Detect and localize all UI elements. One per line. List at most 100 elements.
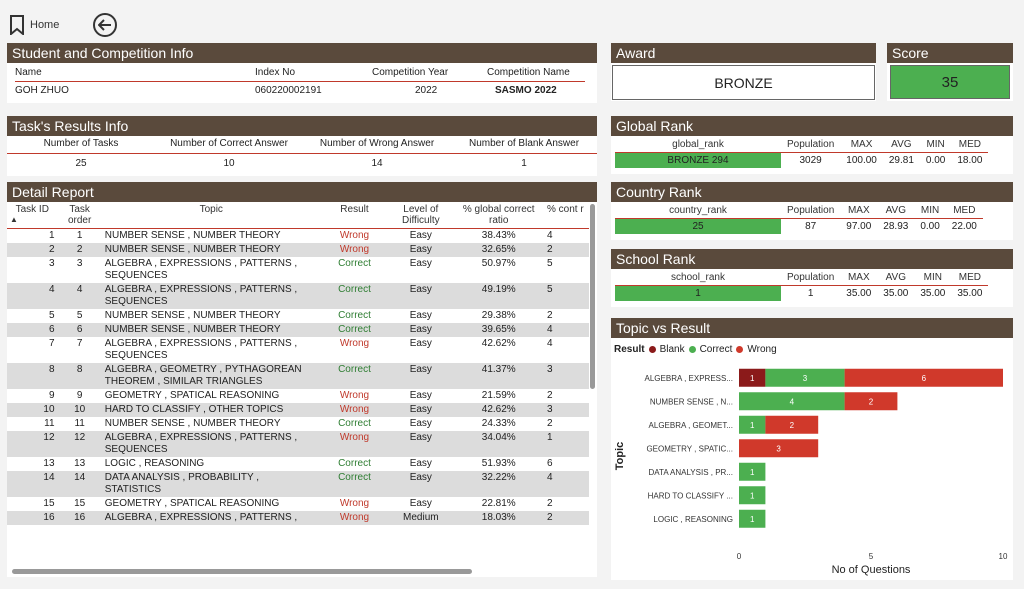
table-row[interactable]: 4 4 ALGEBRA , EXPRESSIONS , PATTERNS , SEQ… bbox=[7, 283, 589, 309]
country-max-col: MAX bbox=[840, 203, 878, 219]
detail-report-title: Detail Report bbox=[7, 182, 597, 202]
task-id: 15 bbox=[43, 498, 55, 509]
task-result: Wrong bbox=[339, 230, 370, 241]
col-task-order[interactable]: Task order bbox=[67, 204, 92, 226]
col-global-ratio[interactable]: % global correct ratio bbox=[462, 204, 535, 226]
task-id: 9 bbox=[48, 390, 55, 401]
task-topic: ALGEBRA , EXPRESSIONS , PATTERNS , SEQUE… bbox=[101, 283, 321, 309]
task-order: 8 bbox=[57, 363, 102, 389]
score-title: Score bbox=[887, 43, 1013, 63]
task-id: 13 bbox=[43, 458, 55, 469]
task-topic: ALGEBRA , EXPRESSIONS , PATTERNS , SEQUE… bbox=[104, 338, 298, 361]
num-correct-value: 10 bbox=[223, 158, 235, 169]
task-id: 3 bbox=[48, 258, 55, 269]
table-row[interactable]: 12 12 ALGEBRA , EXPRESSIONS , PATTERNS , S… bbox=[7, 431, 589, 457]
col-level[interactable]: Level of Difficulty bbox=[402, 204, 440, 226]
table-row[interactable]: 11 11 NUMBER SENSE , NUMBER THEORY Correct E… bbox=[7, 417, 589, 431]
country-rank-value: 25 bbox=[615, 218, 781, 234]
school-rank-table: school_rank Population MAX AVG MIN MED 1… bbox=[615, 270, 989, 301]
col-task-id[interactable]: Task ID ▲ bbox=[7, 202, 58, 229]
task-topic: NUMBER SENSE , NUMBER THEORY bbox=[104, 418, 281, 429]
table-row[interactable]: 16 16 ALGEBRA , EXPRESSIONS , PATTERNS , Wr… bbox=[7, 511, 589, 525]
task-order: 14 bbox=[57, 471, 102, 497]
task-cont: 4 bbox=[544, 323, 589, 337]
school-rank-value: 1 bbox=[615, 285, 781, 301]
y-axis-label: Topic bbox=[614, 442, 626, 471]
table-row[interactable]: 2 2 NUMBER SENSE , NUMBER THEORY Wrong Easy 3… bbox=[7, 243, 589, 257]
task-topic: NUMBER SENSE , NUMBER THEORY bbox=[101, 323, 321, 337]
task-topic: DATA ANALYSIS , PROBABILITY , STATISTICS bbox=[101, 471, 321, 497]
school-population-col: Population bbox=[781, 270, 841, 286]
global-max-col: MAX bbox=[840, 137, 883, 153]
task-result: Correct bbox=[338, 458, 371, 469]
task-id: 10 bbox=[7, 403, 58, 417]
task-global-ratio: 41.37% bbox=[453, 363, 544, 389]
table-row[interactable]: 1 1 NUMBER SENSE , NUMBER THEORY Wrong Easy 3… bbox=[7, 229, 589, 244]
competition-name: SASMO 2022 bbox=[495, 85, 557, 96]
task-level: Easy bbox=[388, 363, 454, 389]
task-result: Correct bbox=[338, 310, 371, 321]
task-result: Correct bbox=[320, 471, 389, 497]
col-topic[interactable]: Topic bbox=[199, 204, 223, 215]
table-row[interactable]: 5 5 NUMBER SENSE , NUMBER THEORY Correct Eas… bbox=[7, 309, 589, 323]
detail-table-viewport[interactable]: Task ID ▲ Task order Topic Result Level o… bbox=[7, 202, 589, 570]
legend-blank[interactable]: Blank bbox=[659, 344, 685, 355]
task-level: Medium bbox=[388, 511, 454, 525]
task-cont: 3 bbox=[544, 403, 589, 417]
task-result: Wrong bbox=[320, 243, 389, 257]
task-cont: 5 bbox=[544, 283, 589, 309]
x-tick-label: 5 bbox=[869, 552, 874, 561]
horizontal-scrollbar[interactable] bbox=[12, 569, 472, 574]
competition-year: 2022 bbox=[415, 85, 438, 96]
task-result: Wrong bbox=[320, 403, 389, 417]
vertical-scrollbar[interactable] bbox=[590, 204, 595, 389]
table-row[interactable]: 10 10 HARD TO CLASSIFY , OTHER TOPICS Wrong… bbox=[7, 403, 589, 417]
task-global-ratio: 51.93% bbox=[481, 458, 516, 469]
year-header: Competition Year bbox=[372, 67, 449, 78]
school-rank-title: School Rank bbox=[611, 249, 1013, 269]
table-row[interactable]: 9 9 GEOMETRY , SPATICAL REASONING Wrong Easy… bbox=[7, 389, 589, 403]
back-button[interactable] bbox=[93, 13, 117, 37]
table-row[interactable]: 7 7 ALGEBRA , EXPRESSIONS , PATTERNS , SEQ… bbox=[7, 337, 589, 363]
global-min-col: MIN bbox=[919, 137, 952, 153]
col-cont[interactable]: % cont r bbox=[547, 204, 584, 215]
task-id: 16 bbox=[7, 511, 58, 525]
country-min-col: MIN bbox=[914, 203, 946, 219]
task-id: 2 bbox=[7, 243, 58, 257]
table-row[interactable]: 15 15 GEOMETRY , SPATICAL REASONING Wrong Ea… bbox=[7, 497, 589, 511]
bar-value-label: 1 bbox=[750, 421, 755, 430]
task-cont: 1 bbox=[544, 431, 589, 457]
chart-title: Topic vs Result bbox=[611, 318, 1013, 338]
num-tasks-header: Number of Tasks bbox=[43, 138, 119, 149]
table-row[interactable]: 3 3 ALGEBRA , EXPRESSIONS , PATTERNS , SEQ… bbox=[7, 257, 589, 283]
task-result: Correct bbox=[338, 258, 371, 269]
table-row[interactable]: 6 6 NUMBER SENSE , NUMBER THEORY Correct Eas… bbox=[7, 323, 589, 337]
task-global-ratio: 21.59% bbox=[481, 390, 516, 401]
num-correct-header: Number of Correct Answer bbox=[170, 138, 288, 149]
num-tasks-value: 25 bbox=[75, 158, 87, 169]
task-topic: NUMBER SENSE , NUMBER THEORY bbox=[104, 230, 281, 241]
index-header: Index No bbox=[255, 67, 296, 78]
task-order: 16 bbox=[57, 511, 102, 525]
detail-table: Task ID ▲ Task order Topic Result Level o… bbox=[7, 202, 589, 525]
legend-correct[interactable]: Correct bbox=[699, 344, 733, 355]
task-topic: HARD TO CLASSIFY , OTHER TOPICS bbox=[101, 403, 321, 417]
col-result[interactable]: Result bbox=[340, 204, 369, 215]
student-info-grid: Name Index No Competition Year Competiti… bbox=[15, 67, 585, 98]
home-button[interactable]: Home bbox=[10, 15, 59, 35]
table-row[interactable]: 13 13 LOGIC , REASONING Correct Easy 51.93% 6 bbox=[7, 457, 589, 471]
index-no: 060220002191 bbox=[255, 85, 322, 96]
country-avg-col: AVG bbox=[877, 203, 915, 219]
score-value: 35 bbox=[890, 65, 1010, 99]
task-order: 11 bbox=[74, 418, 85, 429]
global-rank-panel: Global Rank global_rank Population MAX A… bbox=[611, 116, 1013, 174]
school-med: 35.00 bbox=[957, 288, 983, 299]
sort-asc-icon[interactable]: ▲ bbox=[10, 215, 18, 224]
legend-wrong[interactable]: Wrong bbox=[747, 344, 777, 355]
task-level: Easy bbox=[388, 283, 454, 309]
table-row[interactable]: 8 8 ALGEBRA , GEOMETRY , PYTHAGOREAN THEOR… bbox=[7, 363, 589, 389]
x-axis-label: No of Questions bbox=[832, 564, 911, 576]
task-order: 13 bbox=[74, 458, 86, 469]
task-global-ratio: 38.43% bbox=[481, 230, 516, 241]
table-row[interactable]: 14 14 DATA ANALYSIS , PROBABILITY , STATIS… bbox=[7, 471, 589, 497]
